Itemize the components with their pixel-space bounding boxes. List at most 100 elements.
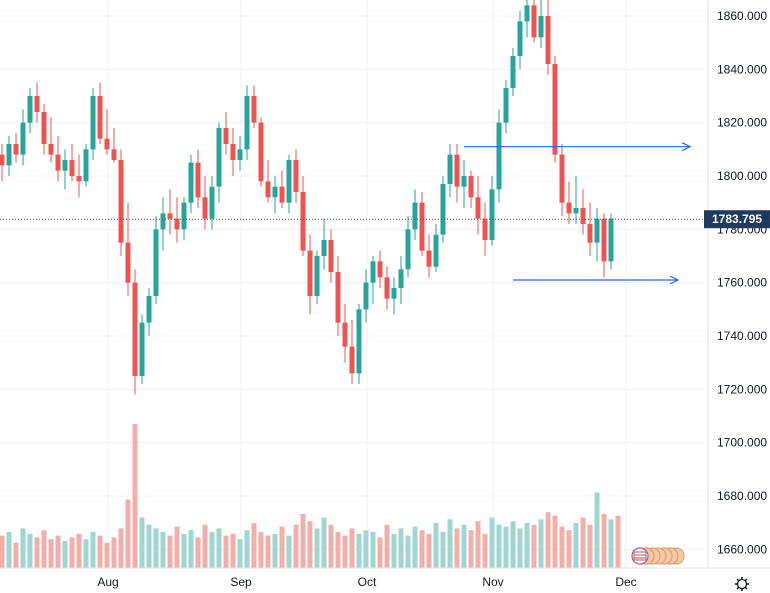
y-tick-label: 1720.000 — [717, 382, 767, 396]
volume-bar — [426, 533, 432, 568]
volume-bar — [181, 533, 187, 568]
volume-bar — [153, 528, 159, 568]
candle — [475, 176, 481, 235]
economic-events-icon[interactable] — [631, 547, 685, 565]
volume-bar — [349, 528, 355, 568]
candle — [146, 288, 152, 336]
resistance-trendline[interactable] — [464, 142, 692, 152]
x-tick-label: Aug — [97, 575, 118, 589]
candle — [566, 181, 572, 224]
candle — [258, 117, 264, 187]
x-tick-label: Nov — [482, 575, 503, 589]
volume-bar — [0, 535, 5, 568]
candle — [125, 202, 131, 296]
candle — [398, 256, 404, 304]
candle — [538, 0, 544, 48]
volume-bar — [538, 519, 544, 568]
volume-bar — [55, 535, 61, 568]
candle — [321, 218, 327, 270]
candle — [202, 176, 208, 230]
candle — [363, 269, 369, 323]
candle — [335, 256, 341, 336]
volume-bar — [615, 515, 621, 568]
candle — [0, 144, 5, 182]
volume-bar — [216, 528, 222, 568]
y-tick-label: 1740.000 — [717, 329, 767, 343]
candle — [216, 122, 222, 203]
volume-bar — [356, 533, 362, 568]
volume-bar — [608, 519, 614, 568]
support-trendline[interactable] — [513, 275, 680, 285]
volume-bar — [573, 523, 579, 568]
candle — [20, 109, 26, 166]
candle — [188, 154, 194, 214]
candle — [251, 85, 257, 128]
volume-bar — [391, 533, 397, 568]
volume-bar — [41, 530, 47, 568]
volume-bar — [552, 515, 558, 568]
y-tick-label: 1660.000 — [717, 542, 767, 556]
candle — [552, 56, 558, 163]
candle — [433, 224, 439, 272]
volume-bar — [251, 523, 257, 568]
volume-bar — [286, 535, 292, 568]
volume-bar — [384, 524, 390, 568]
candle — [195, 149, 201, 208]
y-axis: 1860.0001840.0001820.0001800.0001780.000… — [707, 0, 770, 593]
candle — [580, 189, 586, 235]
candle — [34, 82, 40, 123]
candle — [489, 176, 495, 246]
volume-bar — [503, 526, 509, 568]
settings-gear-icon[interactable] — [735, 577, 749, 591]
candle — [531, 0, 537, 43]
volume-bar — [146, 524, 152, 568]
candle — [454, 144, 460, 203]
volume-bar — [419, 530, 425, 568]
trendlines — [464, 142, 692, 285]
volume-bar — [48, 539, 54, 568]
candle — [377, 250, 383, 288]
volume-bar — [237, 539, 243, 568]
candle — [314, 250, 320, 304]
candle — [587, 202, 593, 256]
candle — [153, 216, 159, 304]
candle — [132, 269, 138, 395]
volume-bar — [132, 424, 138, 568]
volume-bar — [300, 514, 306, 568]
volume-bar — [20, 528, 26, 568]
candle — [545, 0, 551, 75]
candle — [517, 10, 523, 70]
candle — [356, 304, 362, 384]
candle — [573, 176, 579, 224]
candle — [307, 234, 313, 315]
volume-bar — [265, 535, 271, 568]
candle — [419, 192, 425, 256]
volume-bar — [34, 537, 40, 568]
candle — [104, 109, 110, 155]
candle — [342, 304, 348, 363]
y-axis-background — [708, 0, 770, 593]
candle — [237, 136, 243, 171]
x-tick-label: Dec — [615, 575, 636, 589]
chart-icons — [631, 547, 749, 591]
candle — [461, 160, 467, 208]
volume-bar — [580, 517, 586, 568]
candle — [97, 82, 103, 144]
candle — [69, 144, 75, 182]
volume-bar — [62, 541, 68, 568]
volume-bar — [468, 530, 474, 568]
candles — [0, 0, 614, 395]
volume-bar — [328, 524, 334, 568]
volume-bar — [398, 528, 404, 568]
candle — [41, 104, 47, 155]
volume-bar — [202, 524, 208, 568]
y-tick-label: 1820.000 — [717, 116, 767, 130]
candle — [608, 213, 614, 270]
volume-bar — [412, 526, 418, 568]
volume-bar — [83, 539, 89, 568]
candle — [510, 48, 516, 96]
candle — [272, 176, 278, 214]
volume-bar — [314, 528, 320, 568]
candle — [265, 160, 271, 203]
